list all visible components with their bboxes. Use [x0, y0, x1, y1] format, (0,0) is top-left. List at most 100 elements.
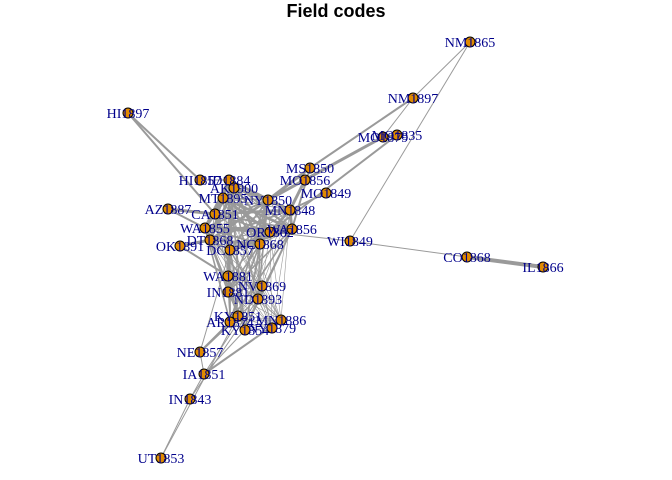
node-label: NM1865 — [445, 36, 496, 51]
node-in1843 — [184, 393, 196, 405]
node-label: MO1835 — [372, 129, 423, 144]
edge — [244, 228, 293, 331]
edge — [167, 208, 206, 229]
node-nc1868 — [254, 238, 266, 250]
node-label: AR1874 — [206, 316, 253, 331]
edge — [160, 315, 239, 459]
edge — [214, 213, 282, 321]
node-id1884 — [223, 174, 235, 186]
edge — [261, 209, 291, 287]
edge — [228, 179, 293, 230]
node-label: AZ1887 — [145, 203, 192, 218]
node-label: OK1891 — [156, 240, 204, 255]
node-mn1848 — [284, 204, 296, 216]
edge — [229, 321, 273, 329]
edge — [214, 213, 273, 329]
edge — [349, 240, 468, 258]
node-ok1891 — [174, 240, 186, 252]
node-ca1851 — [209, 208, 221, 220]
node-label: MN1886 — [256, 314, 307, 329]
node-label: HI1857 — [179, 174, 222, 189]
node-mo1856 — [299, 174, 311, 186]
edge — [229, 199, 269, 323]
node-nv1869 — [256, 280, 268, 292]
edge — [412, 41, 471, 99]
edge — [267, 135, 384, 202]
edge — [269, 231, 282, 321]
node-label: NV1869 — [238, 280, 286, 295]
edge — [222, 197, 229, 277]
edge — [209, 239, 273, 329]
edge — [203, 285, 263, 375]
edge — [227, 243, 261, 293]
node-ne1857 — [194, 346, 206, 358]
node-label: CA1851 — [191, 208, 238, 223]
node-label: MO1856 — [280, 174, 331, 189]
node-ia1851 — [198, 368, 210, 380]
chart-title: Field codes — [286, 1, 385, 21]
node-label: WA1881 — [203, 270, 253, 285]
edge — [244, 319, 282, 331]
edge — [167, 207, 216, 216]
node-label: KY1854 — [221, 324, 269, 339]
node-mn1886 — [275, 314, 287, 326]
node-il1866 — [537, 261, 549, 273]
node-label: IN1881 — [207, 286, 250, 301]
node-ny1850 — [262, 194, 274, 206]
edge — [244, 243, 261, 331]
label-layer: NM1865NM1897MO1879MO1835HI1897MS1850MO18… — [107, 36, 564, 467]
edge — [269, 134, 398, 233]
node-label: DC1857 — [206, 244, 253, 259]
node-ms1850 — [304, 162, 316, 174]
edge — [199, 321, 231, 353]
node-label: NM1897 — [388, 92, 439, 107]
node-mo1835 — [391, 129, 403, 141]
node-hi1897 — [122, 107, 134, 119]
node-co1868 — [461, 251, 473, 263]
node-label: OR1862 — [246, 226, 293, 241]
node-label: AK1900 — [210, 182, 258, 197]
node-label: NE1857 — [177, 346, 224, 361]
node-label: MT1895 — [199, 192, 248, 207]
node-ar1874 — [224, 316, 236, 328]
node-label: UT1853 — [138, 452, 185, 467]
edge — [269, 231, 273, 329]
node-label: DT1868 — [187, 234, 234, 249]
node-dc1857 — [224, 244, 236, 256]
edge — [466, 255, 544, 269]
node-wa1856 — [286, 223, 298, 235]
node-label: WI1849 — [327, 235, 373, 250]
node-label: MS1850 — [286, 162, 334, 177]
node-label: IL1866 — [522, 261, 563, 276]
node-ky1851 — [232, 310, 244, 322]
node-ak1900 — [228, 182, 240, 194]
node-mt1895 — [217, 192, 229, 204]
edge — [127, 112, 201, 181]
node-nm1865 — [464, 36, 476, 48]
node-wa1855 — [199, 222, 211, 234]
node-label: HI1897 — [107, 107, 150, 122]
edge — [199, 249, 231, 353]
node-wi1849 — [344, 235, 356, 247]
node-layer — [122, 36, 549, 464]
edge — [267, 166, 311, 202]
node-label: ND1893 — [234, 293, 282, 308]
node-label: KY1851 — [214, 310, 262, 325]
edge — [269, 231, 351, 242]
node-label: NC1868 — [236, 238, 283, 253]
node-ky1854 — [239, 324, 251, 336]
edge — [179, 245, 229, 277]
edge — [288, 179, 307, 211]
node-mo1849 — [320, 187, 332, 199]
node-ny1879 — [266, 322, 278, 334]
edge — [237, 315, 282, 321]
edge — [349, 41, 471, 242]
edge — [382, 97, 414, 138]
node-label: ID1884 — [208, 174, 251, 189]
edge — [309, 97, 414, 169]
node-label: NY1850 — [244, 194, 292, 209]
edge — [214, 213, 239, 317]
node-label: IN1843 — [169, 393, 212, 408]
node-ut1853 — [155, 452, 167, 464]
